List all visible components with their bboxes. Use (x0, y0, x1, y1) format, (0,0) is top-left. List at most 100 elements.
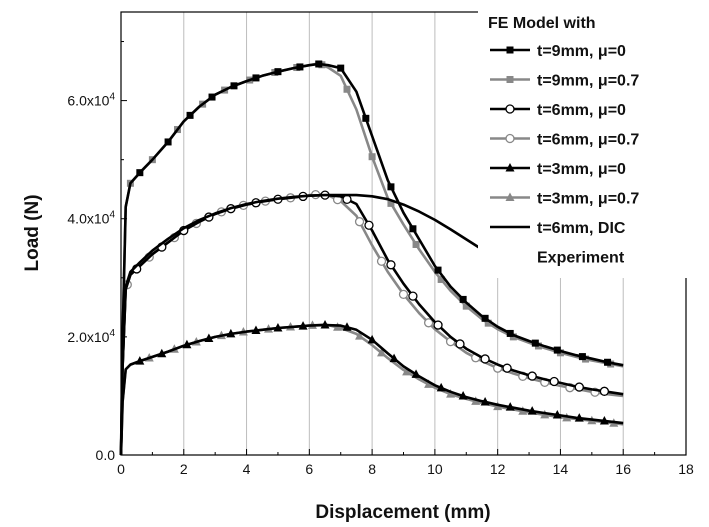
legend-entry: t=3mm, μ=0.7 (490, 191, 639, 208)
data-point (274, 68, 282, 76)
legend-label: t=6mm, μ=0 (537, 102, 626, 119)
data-point (604, 358, 612, 366)
legend-entry: t=9mm, μ=0 (490, 43, 626, 60)
data-point (355, 331, 365, 340)
data-point (186, 111, 194, 119)
x-tick-label: 16 (615, 461, 631, 477)
data-point (226, 328, 236, 338)
data-point (423, 318, 434, 328)
x-tick-label: 8 (368, 461, 376, 477)
legend-label: t=9mm, μ=0.7 (537, 73, 639, 90)
data-point (208, 93, 216, 101)
data-point (599, 386, 610, 396)
x-tick-label: 6 (305, 461, 313, 477)
data-point (157, 348, 167, 358)
data-point (204, 333, 214, 343)
data-point (459, 295, 467, 303)
data-point (164, 138, 172, 146)
data-point (549, 376, 559, 387)
y-tick-label: 6.0x104 (67, 92, 115, 109)
legend-swatch-marker (505, 104, 515, 114)
legend-title: FE Model with (488, 15, 596, 32)
legend-entry: Experiment (537, 250, 625, 267)
legend-swatch-marker (505, 163, 515, 172)
legend-label: t=3mm, μ=0.7 (537, 191, 639, 208)
data-point (389, 353, 399, 363)
data-point (552, 409, 562, 419)
y-axis-title: Load (N) (22, 194, 43, 271)
series-5 (119, 320, 624, 456)
data-point (368, 153, 376, 161)
data-point (377, 347, 387, 357)
data-point (411, 369, 421, 378)
data-point (480, 396, 490, 406)
data-point (455, 339, 465, 349)
data-point (531, 339, 539, 347)
x-tick-label: 4 (243, 461, 251, 477)
legend-label: t=9mm, μ=0 (537, 43, 626, 60)
data-point (402, 366, 412, 376)
series-1 (119, 60, 624, 456)
data-point (376, 256, 387, 266)
data-point (320, 320, 330, 329)
x-tick-label: 2 (180, 461, 188, 477)
legend-entry: t=9mm, μ=0.7 (490, 73, 639, 90)
data-point (481, 314, 489, 322)
data-point (446, 389, 456, 398)
legend-entry: t=6mm, μ=0.7 (490, 132, 639, 149)
legend-swatch-marker (506, 76, 514, 83)
data-point (412, 240, 420, 248)
data-point (342, 194, 352, 205)
data-point (315, 60, 323, 68)
data-point (578, 353, 586, 361)
series-7 (119, 193, 514, 456)
data-point (251, 325, 261, 334)
legend-label: t=3mm, μ=0 (537, 161, 626, 178)
data-point (342, 322, 352, 331)
data-point (364, 220, 374, 230)
x-tick-label: 14 (553, 461, 569, 477)
data-point (343, 85, 351, 93)
data-point (230, 82, 238, 90)
x-axis-title: Displacement (mm) (315, 502, 490, 523)
series-line (119, 193, 514, 456)
data-point (182, 339, 192, 349)
tick-labels: 0 2 4 6 8 10 12 14 16 18 0.0 2.0x104 4.0x104 6.0x104 (67, 92, 694, 477)
data-point (387, 183, 395, 191)
legend-swatch-marker (505, 133, 515, 144)
data-point (408, 291, 418, 301)
data-point (434, 266, 442, 274)
data-point (502, 363, 512, 373)
legend-swatch-marker (506, 46, 514, 54)
data-point (527, 371, 537, 381)
legend: FE Model with t=9mm, μ=0 t=9mm, μ=0.7 t=6m… (478, 10, 698, 278)
legend-label: Experiment (537, 250, 625, 267)
x-tick-label: 10 (427, 461, 443, 477)
data-point (574, 382, 584, 392)
data-point (458, 391, 468, 400)
data-point (462, 302, 470, 310)
data-point (599, 415, 609, 425)
legend-entry: t=3mm, μ=0 (490, 161, 626, 178)
data-point (480, 354, 490, 364)
data-point (135, 356, 145, 365)
x-tick-label: 12 (490, 461, 506, 477)
x-tick-label: 18 (678, 461, 694, 477)
data-point (136, 169, 144, 177)
data-point (505, 402, 515, 411)
data-point (527, 406, 537, 415)
data-point (337, 64, 345, 72)
data-point (298, 321, 308, 330)
data-point (367, 334, 377, 344)
legend-background (478, 10, 698, 278)
data-point (296, 63, 304, 71)
data-point (484, 319, 492, 327)
data-point (387, 199, 395, 207)
legend-swatch-marker (505, 192, 515, 201)
y-tick-label: 4.0x104 (67, 210, 115, 227)
data-point (362, 114, 370, 122)
x-tick-label: 0 (117, 461, 125, 477)
legend-label: t=6mm, DIC (537, 220, 626, 237)
y-tick-label: 0.0 (96, 447, 116, 463)
